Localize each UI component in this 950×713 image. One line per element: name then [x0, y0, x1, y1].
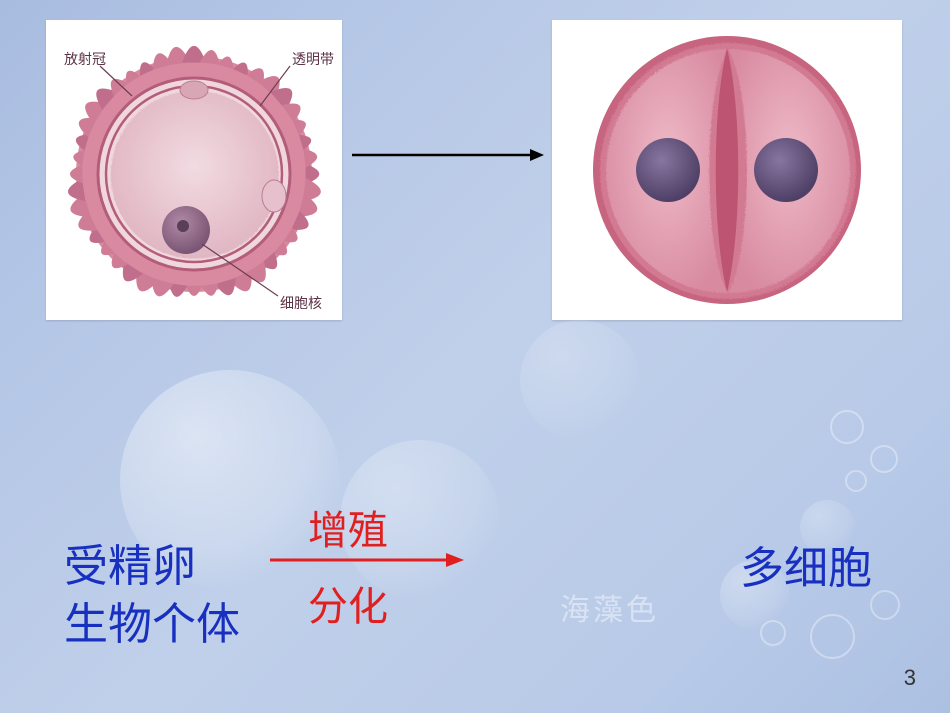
top-arrow — [348, 140, 548, 170]
bg-ring — [870, 590, 900, 620]
bg-bubble — [520, 320, 640, 440]
right-cell-svg — [552, 20, 902, 320]
nucleolus — [177, 220, 189, 232]
left-cell-panel: 放射冠 透明带 细胞核 — [46, 20, 342, 320]
bg-ring — [870, 445, 898, 473]
flow-arrow — [266, 548, 466, 572]
flow-left-label: 受精卵 生物个体 — [64, 538, 240, 654]
background-watermark: 海藻色 — [560, 585, 659, 629]
nucleus-left — [636, 138, 700, 202]
flow-bottom-word: 分化 — [308, 574, 388, 632]
right-cell-panel — [552, 20, 902, 320]
label-zona: 透明带 — [292, 52, 334, 68]
bg-ring — [830, 410, 864, 444]
flow-right-label: 多细胞 — [740, 532, 872, 596]
polar-body — [180, 81, 208, 99]
label-corona: 放射冠 — [64, 52, 106, 68]
page-number: 3 — [904, 665, 916, 691]
flow-left-line2: 生物个体 — [64, 596, 240, 654]
left-cell-svg: 放射冠 透明带 细胞核 — [46, 20, 342, 320]
polar-body — [262, 180, 286, 212]
nucleus-right — [754, 138, 818, 202]
flow-left-line1: 受精卵 — [64, 538, 240, 596]
bg-ring — [760, 620, 786, 646]
bg-ring — [810, 614, 855, 659]
bg-ring — [845, 470, 867, 492]
label-nucleus: 细胞核 — [280, 296, 322, 312]
